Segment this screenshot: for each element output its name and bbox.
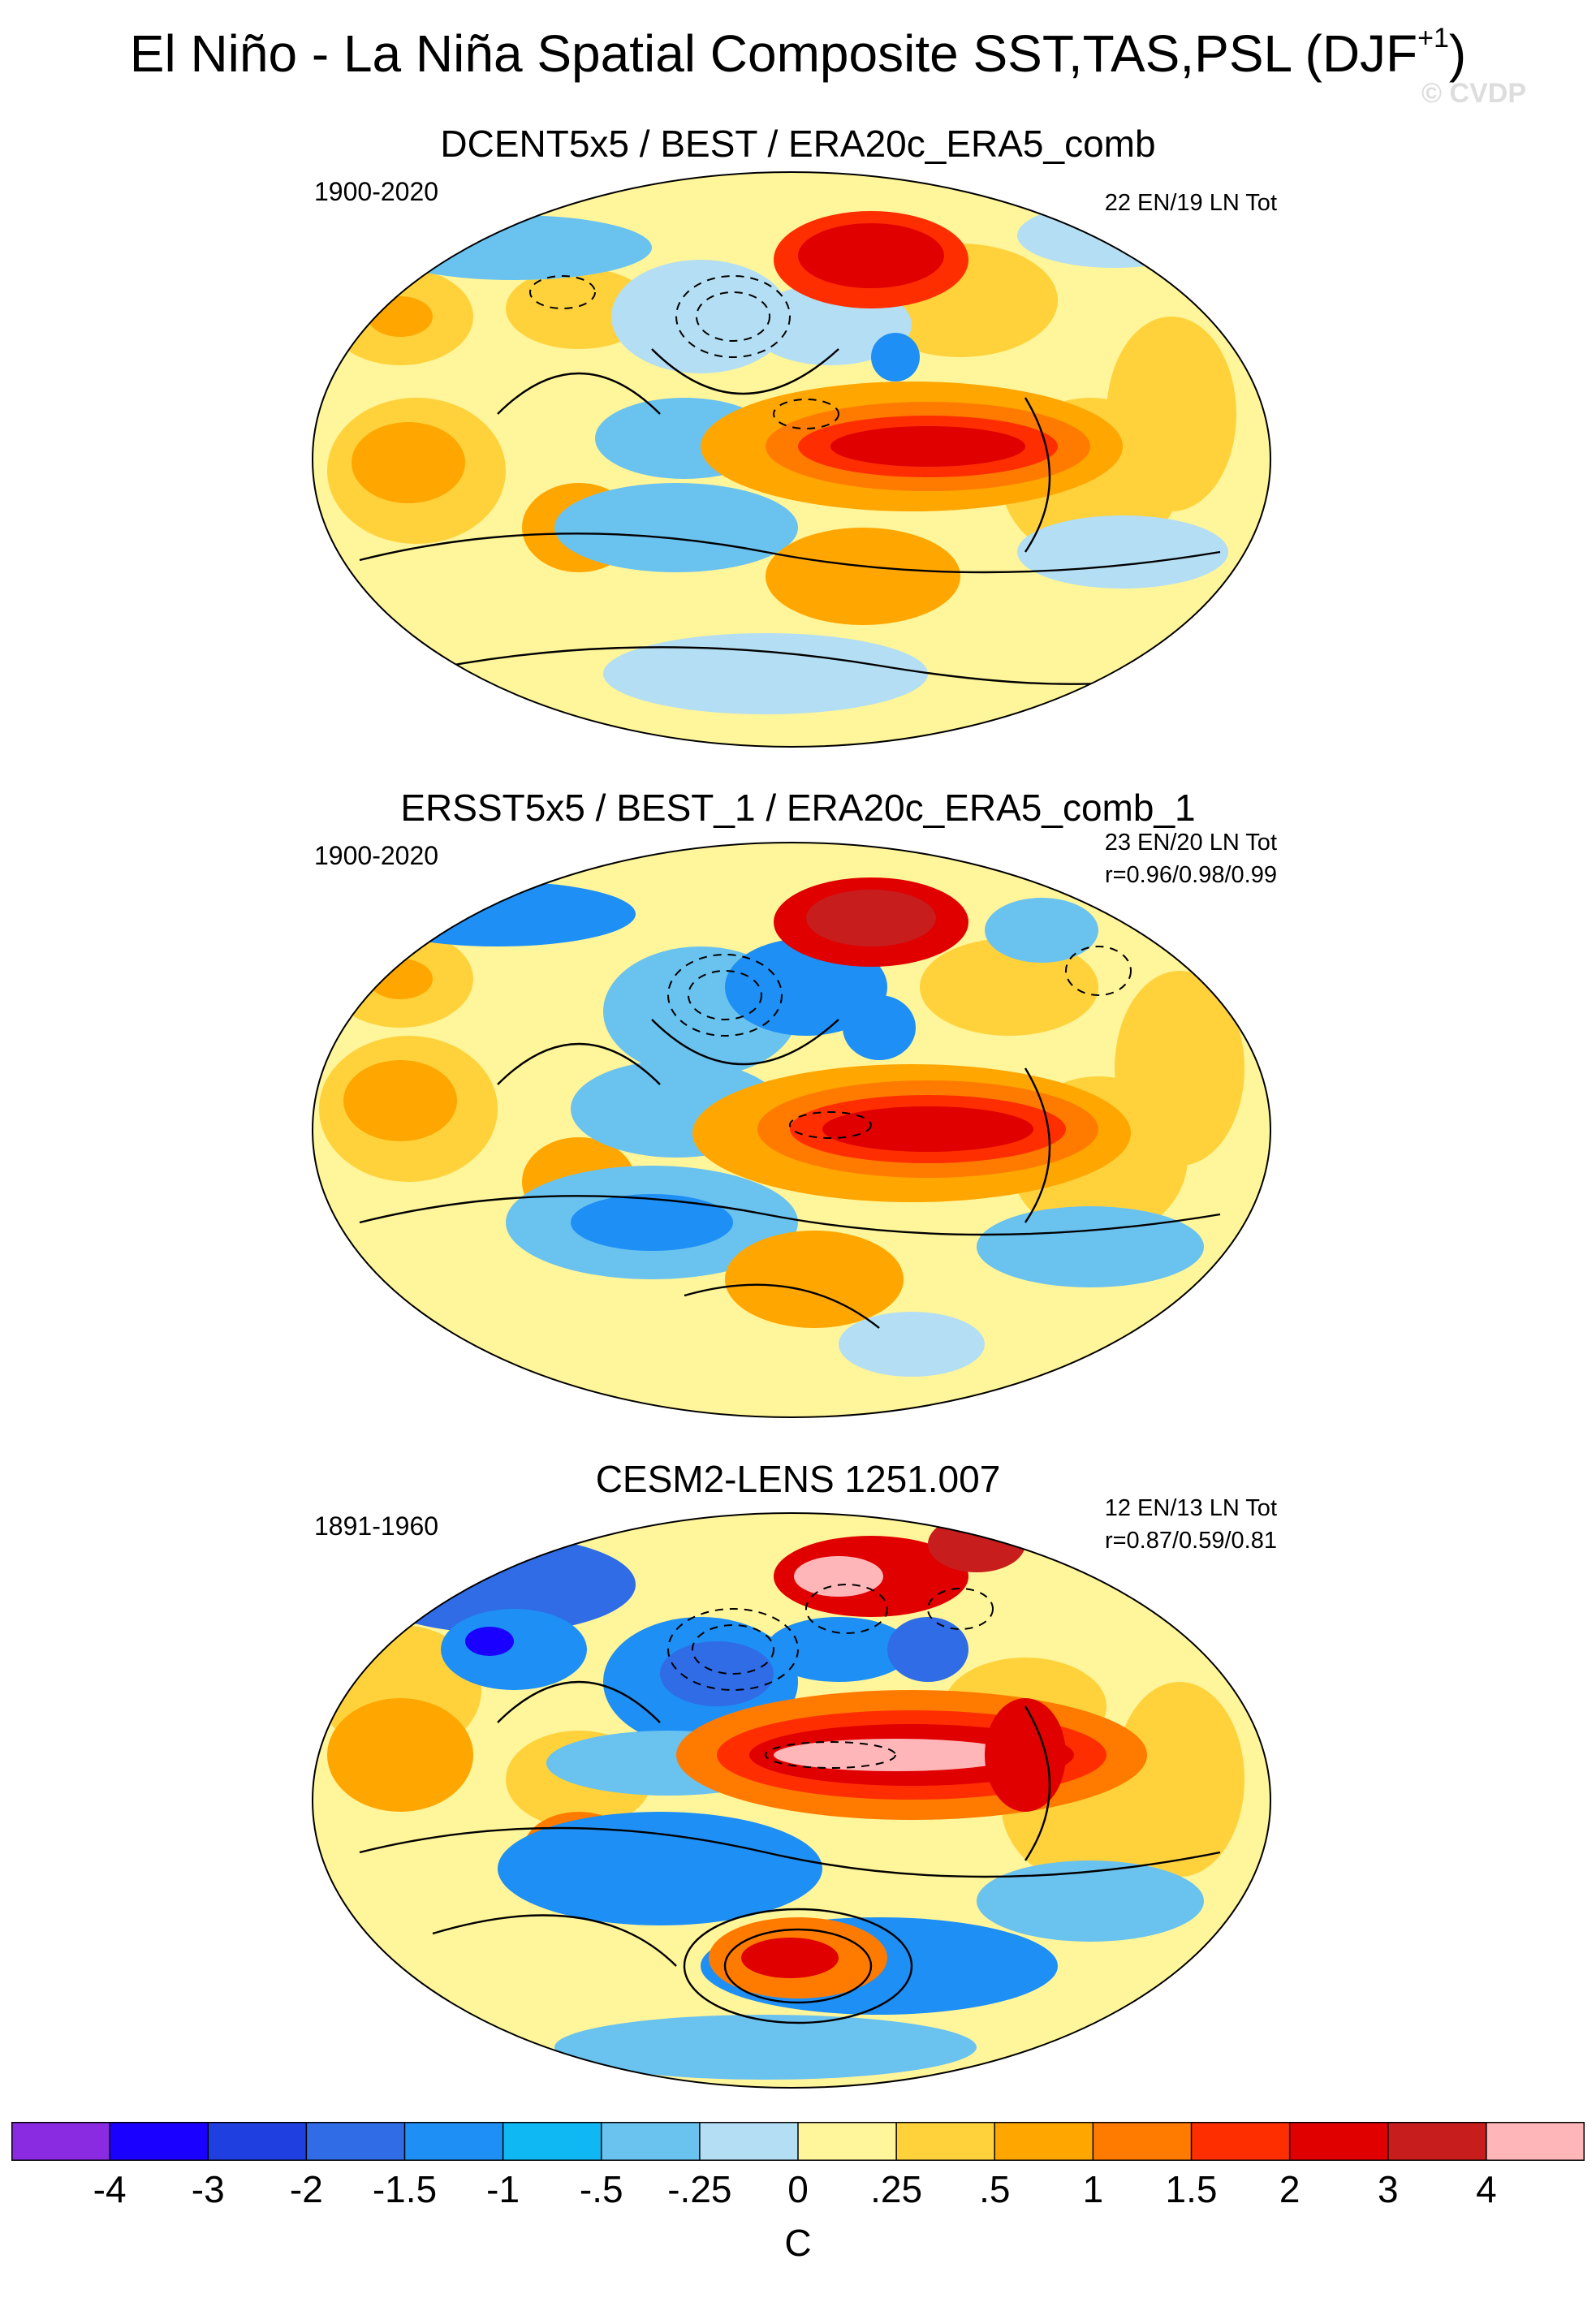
panel-2-title: ERSST5x5 / BEST_1 / ERA20c_ERA5_comb_1: [400, 787, 1196, 829]
panel-2-event-count: 23 EN/20 LN Tot: [1104, 830, 1277, 856]
colorbar-tick-label: -1: [486, 2168, 520, 2210]
colorbar-swatch: [110, 2122, 209, 2161]
colorbar-tick-label: 0: [787, 2168, 809, 2210]
colorbar-units: C: [784, 2222, 812, 2264]
colorbar-swatch: [896, 2122, 995, 2161]
colorbar-tick-label: 1: [1082, 2168, 1104, 2210]
panel-2-map: [312, 842, 1271, 1418]
colorbar-swatch: [1387, 2122, 1487, 2161]
panel-1-period: 1900-2020: [314, 177, 439, 206]
colorbar-swatch: [601, 2122, 701, 2161]
colorbar: [11, 2122, 1585, 2161]
colorbar-swatch: [1093, 2122, 1192, 2161]
colorbar-tick-label: -1.5: [372, 2168, 438, 2210]
colorbar-swatch: [306, 2122, 405, 2161]
colorbar-swatch: [798, 2122, 897, 2161]
colorbar-tick-label: -.25: [667, 2168, 732, 2210]
colorbar-border: [11, 2122, 1585, 2161]
panel-1-map: [312, 171, 1271, 748]
colorbar-swatch: [994, 2122, 1093, 2161]
colorbar-swatch: [1486, 2122, 1585, 2161]
colorbar-swatch: [699, 2122, 799, 2161]
panel-1-event-count: 22 EN/19 LN Tot: [1104, 190, 1277, 216]
panel-3-counts: 12 EN/13 LN Tot r=0.87/0.59/0.81: [1105, 1492, 1277, 1557]
panel-2-period: 1900-2020: [314, 841, 439, 870]
colorbar-tick-label: .5: [979, 2168, 1011, 2210]
figure-title: El Niño - La Niña Spatial Composite SST,…: [129, 23, 1467, 83]
colorbar-tick-label: 2: [1279, 2168, 1301, 2210]
colorbar-swatch: [1191, 2122, 1291, 2161]
colorbar-swatch: [208, 2122, 307, 2161]
colorbar-tick-label: .25: [870, 2168, 923, 2210]
colorbar-tick-label: -.5: [579, 2168, 623, 2210]
colorbar-tick-label: -2: [289, 2168, 323, 2210]
panel-2-counts: 23 EN/20 LN Tot r=0.96/0.98/0.99: [1105, 826, 1277, 891]
panel-2-correlation: r=0.96/0.98/0.99: [1104, 862, 1277, 888]
colorbar-labels: -4 -3 -2 -1.5 -1 -.5 -.25 0 .25 .5 1 1.5 2 3 4: [11, 2167, 1585, 2216]
panel-3-correlation: r=0.87/0.59/0.81: [1104, 1528, 1277, 1554]
colorbar-tick-label: 1.5: [1165, 2168, 1218, 2210]
colorbar-swatch: [404, 2122, 504, 2161]
watermark: © CVDP: [1421, 78, 1526, 109]
colorbar-tick-label: 3: [1377, 2168, 1399, 2210]
panel-3-map: [312, 1512, 1271, 2089]
colorbar-swatch: [503, 2122, 602, 2161]
panel-3-title: CESM2-LENS 1251.007: [595, 1458, 1001, 1500]
colorbar-swatch: [1289, 2122, 1389, 2161]
panel-1-counts: 22 EN/19 LN Tot: [1105, 187, 1277, 219]
panel-3-period: 1891-1960: [314, 1511, 439, 1541]
colorbar-tick-label: -4: [93, 2168, 127, 2210]
colorbar-swatch: [11, 2122, 110, 2161]
panel-3-event-count: 12 EN/13 LN Tot: [1104, 1495, 1277, 1521]
colorbar-tick-label: -3: [191, 2168, 225, 2210]
panel-1-title: DCENT5x5 / BEST / ERA20c_ERA5_comb: [440, 123, 1156, 165]
colorbar-tick-label: 4: [1476, 2168, 1497, 2210]
